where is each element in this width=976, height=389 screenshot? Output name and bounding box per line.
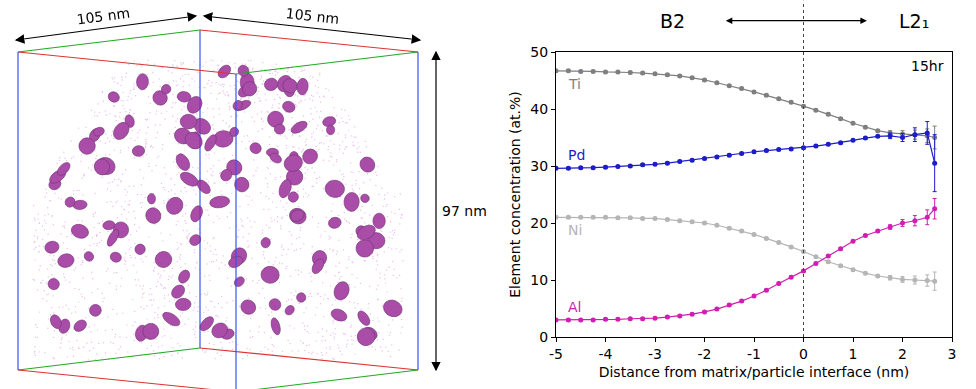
svg-text:Element concentration (at.%): Element concentration (at.%) — [507, 91, 523, 298]
svg-text:3: 3 — [948, 346, 957, 362]
svg-text:Ni: Ni — [568, 222, 582, 238]
svg-text:Pd: Pd — [568, 147, 585, 163]
svg-text:105 nm: 105 nm — [76, 5, 131, 28]
svg-text:L2₁: L2₁ — [899, 10, 929, 32]
svg-text:0: 0 — [799, 346, 808, 362]
svg-text:2: 2 — [898, 346, 907, 362]
svg-text:0: 0 — [539, 329, 548, 345]
svg-text:105 nm: 105 nm — [285, 5, 340, 27]
svg-text:Ti: Ti — [568, 76, 581, 92]
svg-text:-1: -1 — [747, 346, 761, 362]
svg-text:-5: -5 — [549, 346, 563, 362]
svg-text:97 nm: 97 nm — [442, 203, 487, 219]
svg-text:10: 10 — [530, 272, 548, 288]
svg-text:Distance from matrix/particle: Distance from matrix/particle interface … — [599, 364, 910, 380]
svg-text:-3: -3 — [648, 346, 662, 362]
svg-text:-2: -2 — [698, 346, 712, 362]
svg-text:50: 50 — [530, 44, 548, 60]
svg-text:30: 30 — [530, 158, 548, 174]
svg-text:15hr: 15hr — [911, 58, 944, 74]
svg-text:40: 40 — [530, 101, 548, 117]
svg-text:Al: Al — [568, 299, 581, 315]
svg-text:B2: B2 — [660, 10, 685, 32]
svg-text:20: 20 — [530, 215, 548, 231]
svg-text:1: 1 — [849, 346, 858, 362]
svg-text:-4: -4 — [599, 346, 613, 362]
